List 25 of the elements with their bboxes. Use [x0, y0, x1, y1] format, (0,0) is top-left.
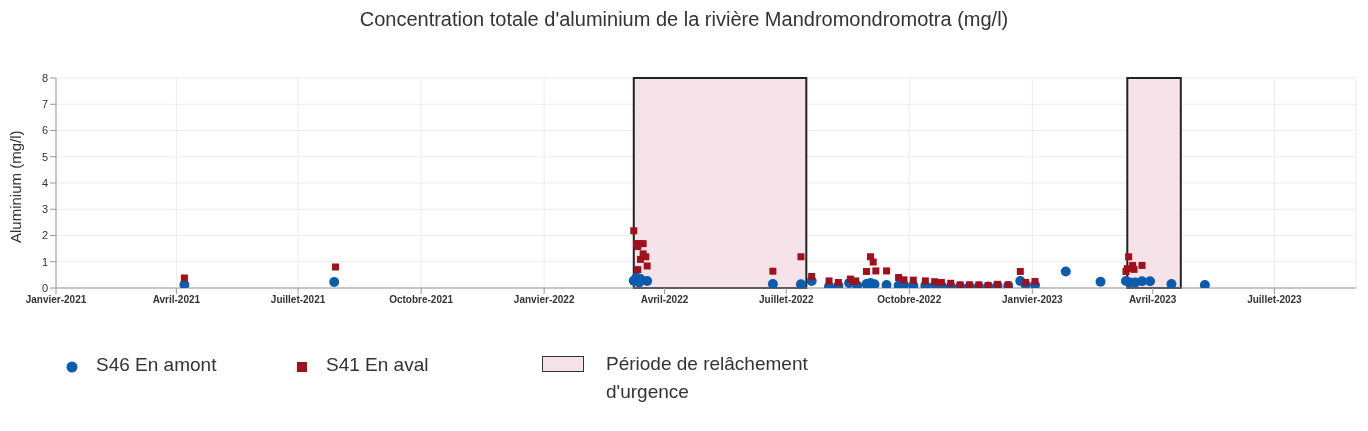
x-tick-label: Octobre-2021 — [389, 294, 454, 306]
y-tick-label: 2 — [41, 229, 48, 242]
legend-label: S41 En aval — [326, 354, 429, 376]
y-tick-label: 8 — [41, 71, 48, 84]
y-tick-label: 3 — [41, 203, 48, 216]
x-tick-label: Avril-2022 — [640, 294, 689, 306]
x-tick-label: Juillet-2021 — [270, 294, 326, 306]
x-tick-label: Janvier-2022 — [513, 294, 575, 306]
y-tick-label: 0 — [41, 281, 48, 294]
legend-label: Période de relâchement d'urgence — [606, 352, 809, 404]
legend-label: S46 En amont — [96, 354, 217, 376]
y-tick-label: 7 — [41, 98, 48, 111]
x-tick-label: Janvier-2023 — [1002, 294, 1064, 306]
y-tick-label: 4 — [41, 176, 48, 189]
x-tick-label: Janvier-2021 — [25, 294, 87, 306]
x-tick-label: Juillet-2022 — [759, 294, 814, 306]
x-tick-label: Octobre-2022 — [877, 294, 942, 306]
x-tick-label: Juillet-2023 — [1247, 294, 1303, 306]
y-tick-label: 6 — [41, 124, 48, 137]
chart-title: Concentration totale d'aluminium de la rivière Mandromondromotra (mg/l) — [358, 8, 1010, 32]
x-tick-label: Avril-2023 — [1128, 294, 1177, 306]
x-tick-label: Avril-2021 — [152, 294, 201, 306]
y-tick-label: 5 — [41, 150, 48, 163]
y-tick-label: 1 — [41, 255, 48, 268]
y-axis-title: Aluminium (mg/l) — [7, 130, 25, 243]
